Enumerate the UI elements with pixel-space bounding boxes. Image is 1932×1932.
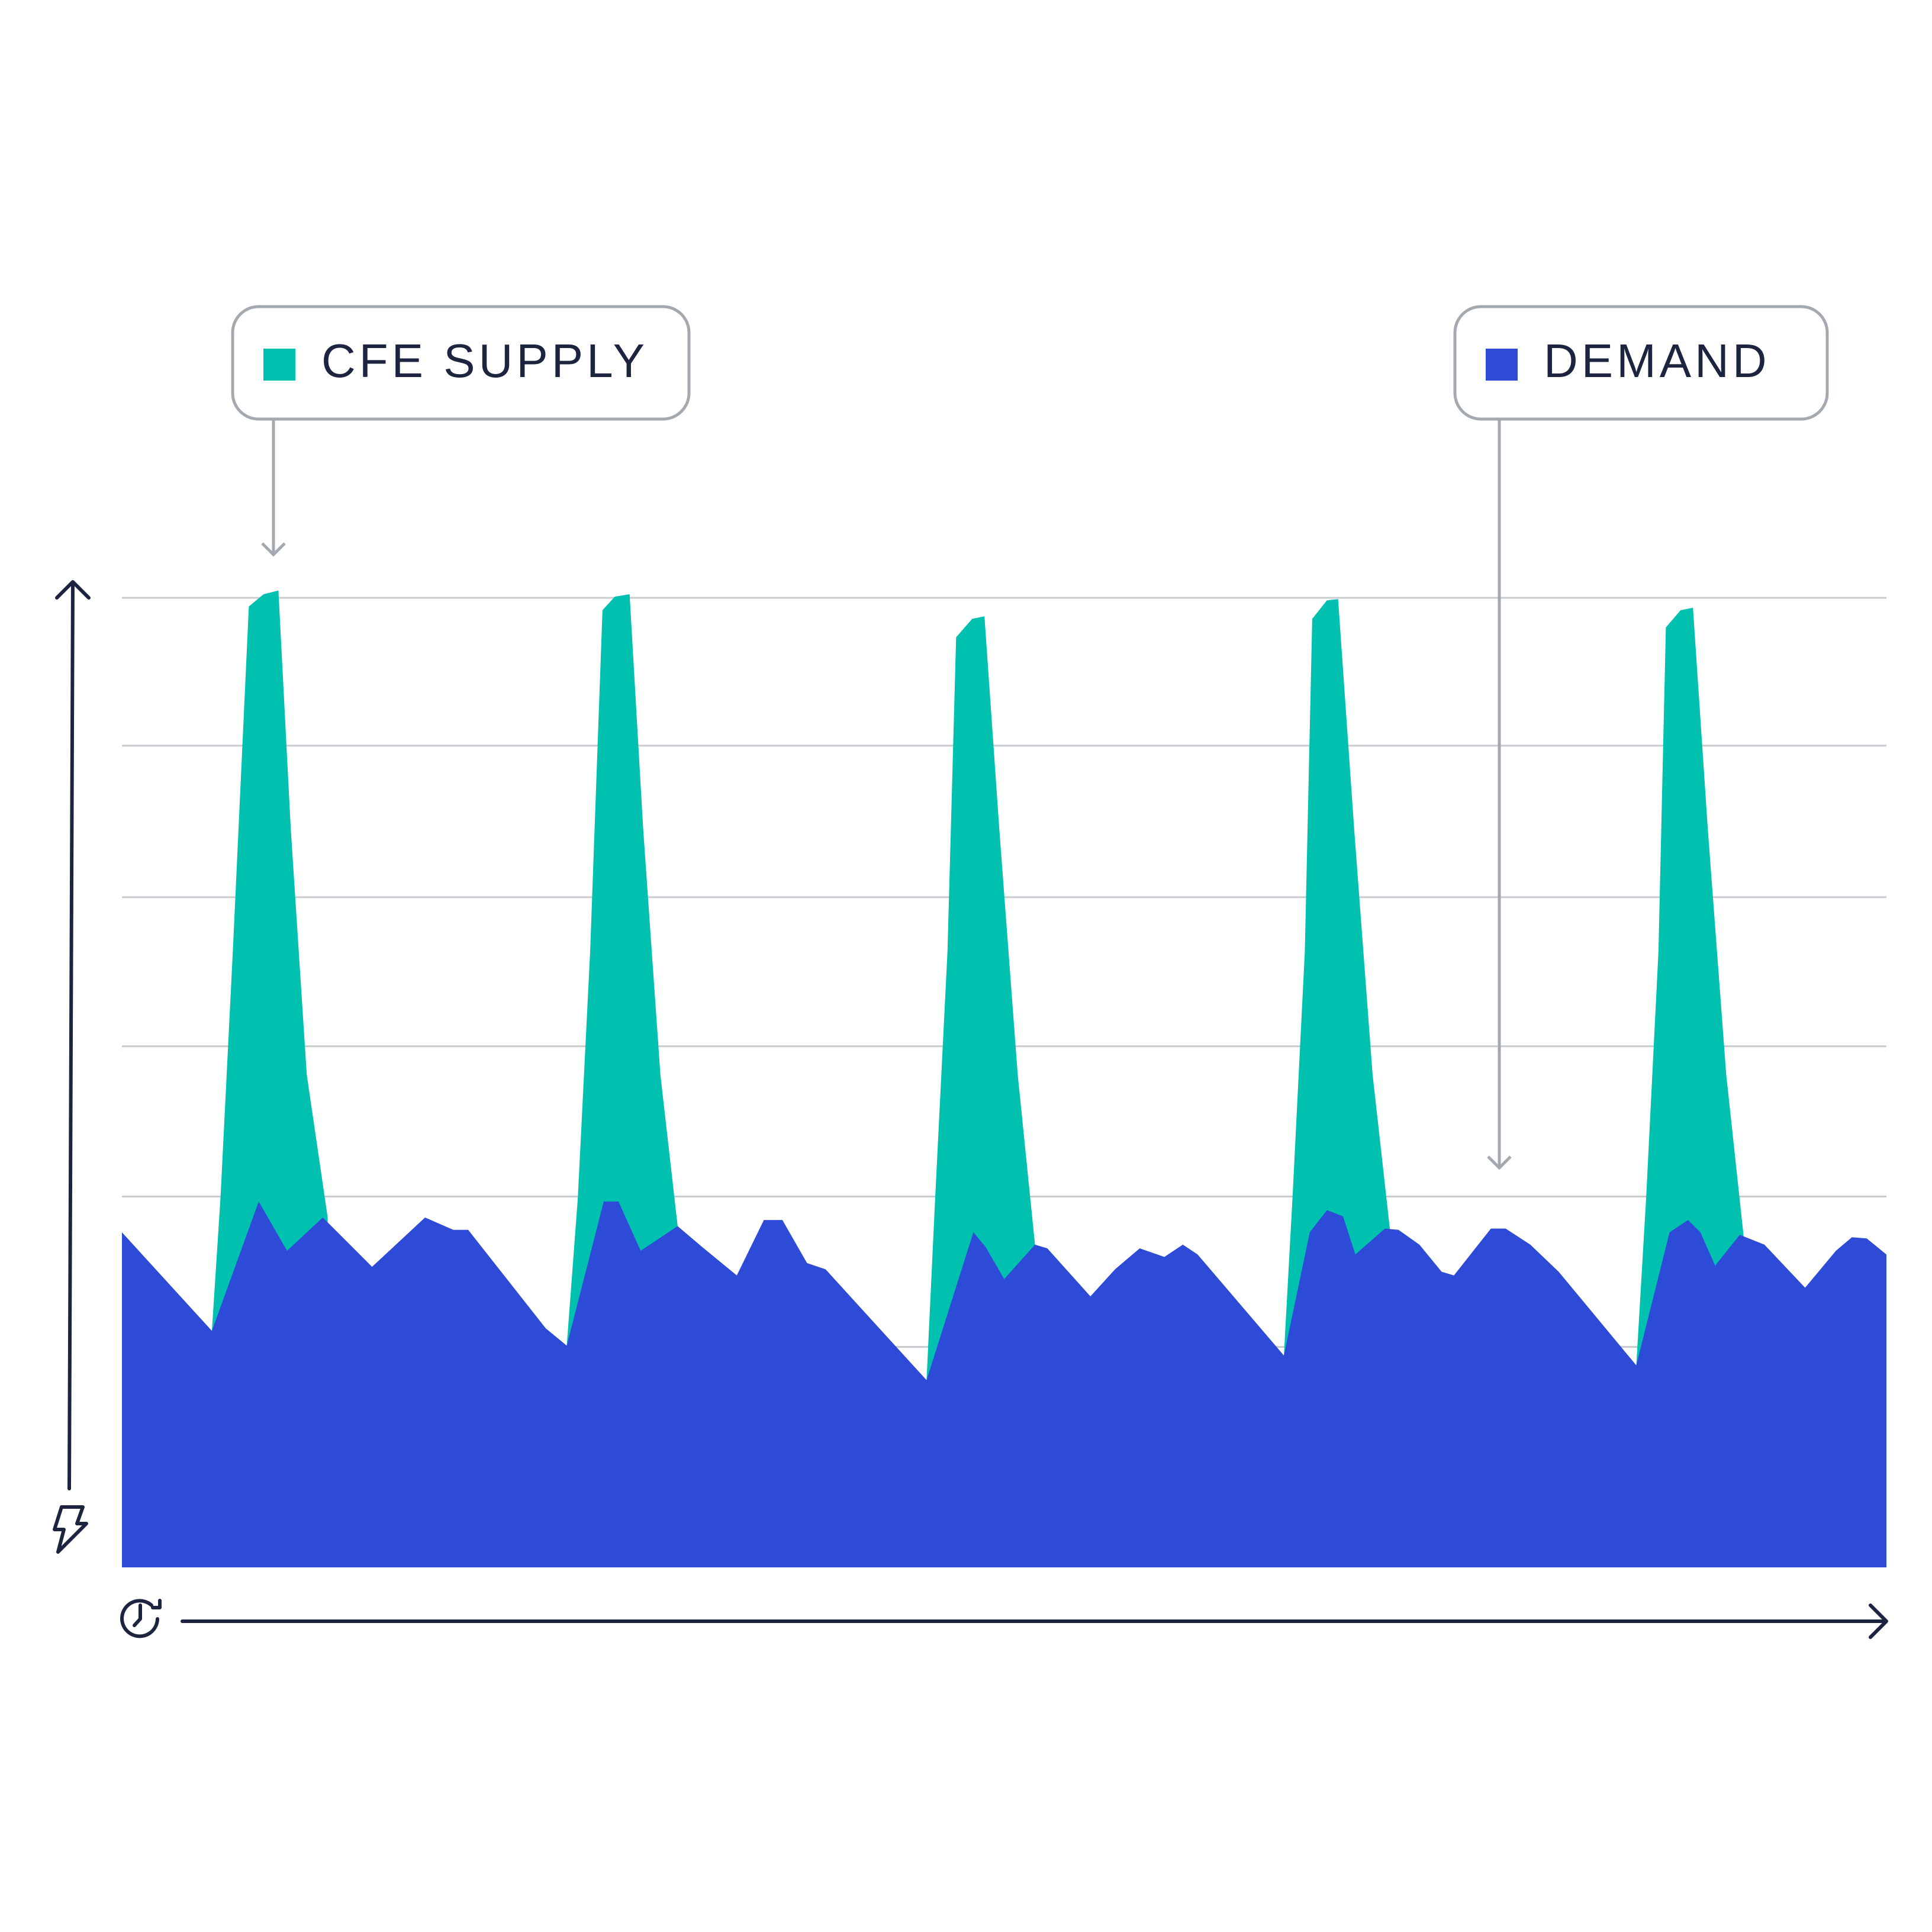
time-icon-hands [133,1603,142,1627]
time-icon [120,1599,159,1638]
y-axis [67,581,75,1490]
legend-label: DEMAND [1544,334,1770,387]
legend-box [1453,305,1829,421]
area [122,1201,1886,1567]
legend: CFE SUPPLY DEMAND [231,305,1829,1170]
y-axis-arrow [55,580,91,600]
legend-label: CFE SUPPLY [321,334,648,387]
plot-area [122,590,1886,1567]
energy-icon [53,1505,88,1554]
x-axis-arrow [1869,1603,1888,1639]
callout-arrow [1487,1155,1512,1170]
legend-swatch [263,349,295,381]
axes [53,580,1888,1639]
legend-swatch [1486,349,1518,381]
time-icon-arrow [151,1599,162,1609]
callout-arrow [261,542,286,557]
legend-box [231,305,691,421]
